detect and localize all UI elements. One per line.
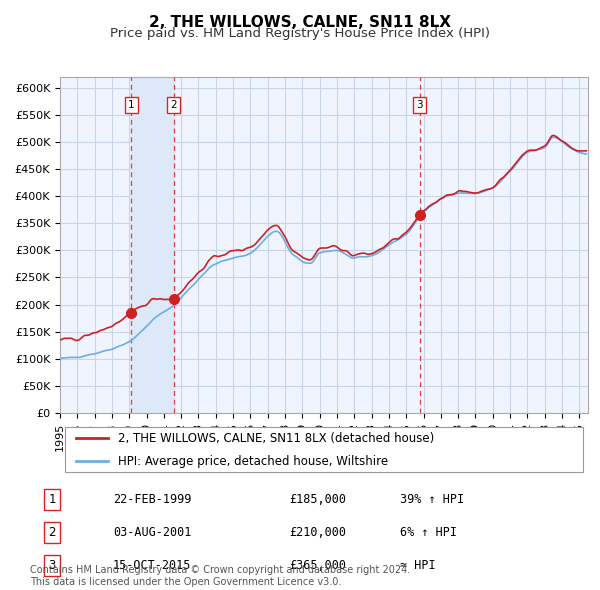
Text: £210,000: £210,000 (289, 526, 346, 539)
Text: 2: 2 (49, 526, 56, 539)
Text: Price paid vs. HM Land Registry's House Price Index (HPI): Price paid vs. HM Land Registry's House … (110, 27, 490, 40)
Text: 2, THE WILLOWS, CALNE, SN11 8LX (detached house): 2, THE WILLOWS, CALNE, SN11 8LX (detache… (118, 432, 434, 445)
Text: 1: 1 (49, 493, 56, 506)
Text: 3: 3 (49, 559, 56, 572)
Text: 39% ↑ HPI: 39% ↑ HPI (400, 493, 464, 506)
Text: 15-OCT-2015: 15-OCT-2015 (113, 559, 191, 572)
FancyBboxPatch shape (65, 427, 583, 473)
Text: £365,000: £365,000 (289, 559, 346, 572)
Text: £185,000: £185,000 (289, 493, 346, 506)
Text: 22-FEB-1999: 22-FEB-1999 (113, 493, 191, 506)
Text: ≈ HPI: ≈ HPI (400, 559, 436, 572)
Text: HPI: Average price, detached house, Wiltshire: HPI: Average price, detached house, Wilt… (118, 455, 388, 468)
Text: 6% ↑ HPI: 6% ↑ HPI (400, 526, 457, 539)
Text: 03-AUG-2001: 03-AUG-2001 (113, 526, 191, 539)
Text: 2, THE WILLOWS, CALNE, SN11 8LX: 2, THE WILLOWS, CALNE, SN11 8LX (149, 15, 451, 30)
Text: 1: 1 (128, 100, 135, 110)
Text: 2: 2 (170, 100, 177, 110)
Text: Contains HM Land Registry data © Crown copyright and database right 2024.
This d: Contains HM Land Registry data © Crown c… (30, 565, 410, 587)
Text: 3: 3 (416, 100, 423, 110)
Bar (131, 77, 174, 413)
